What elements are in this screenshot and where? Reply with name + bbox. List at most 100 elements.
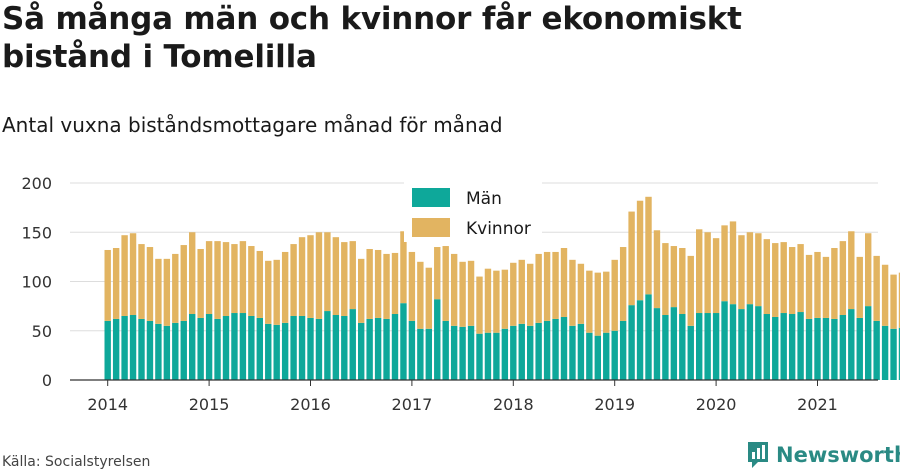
bar-man	[324, 311, 331, 380]
bar-man	[205, 314, 213, 380]
bar-man	[890, 328, 897, 380]
bar-man	[374, 317, 382, 380]
bar-man	[543, 320, 551, 380]
bar-kvinnor	[104, 249, 111, 321]
bar-man	[763, 314, 770, 380]
bar-man	[704, 313, 711, 380]
bar-man	[746, 304, 754, 380]
x-tick-label: 2018	[493, 395, 534, 414]
bar-man	[738, 309, 745, 380]
bar-kvinnor	[155, 258, 162, 324]
bar-man	[129, 314, 137, 380]
bar-kvinnor	[527, 263, 534, 326]
bar-kvinnor	[679, 248, 686, 315]
bar-man	[349, 309, 356, 380]
bar-man	[645, 294, 652, 380]
bar-kvinnor	[619, 247, 627, 321]
bar-kvinnor	[586, 270, 593, 333]
bar-man	[265, 323, 272, 380]
bar-man	[358, 322, 365, 380]
bar-kvinnor	[315, 232, 323, 319]
bar-kvinnor	[298, 237, 306, 316]
bar-kvinnor	[265, 260, 272, 324]
bar-kvinnor	[358, 258, 365, 323]
bar-man	[425, 328, 432, 380]
bar-man	[535, 322, 542, 380]
bar-man	[687, 325, 694, 380]
bar-man	[366, 318, 373, 380]
source-note: Källa: Socialstyrelsen	[2, 454, 151, 470]
brand-logo[interactable]: Newsworthy	[746, 440, 900, 470]
x-axis: 2014 2015 2016 2017 2018 2019 2020 2021	[70, 379, 878, 414]
bar-man	[873, 320, 880, 380]
bar-kvinnor	[645, 196, 652, 295]
bar-man	[121, 315, 128, 380]
bar-man	[865, 306, 872, 380]
bar-kvinnor	[146, 247, 154, 321]
bar-kvinnor	[222, 242, 230, 316]
bar-man	[189, 314, 196, 380]
bar-kvinnor	[636, 200, 644, 301]
bar-man	[197, 317, 204, 380]
y-tick-label: 200	[21, 174, 52, 193]
bar-man	[281, 322, 289, 380]
bar-kvinnor	[552, 251, 559, 319]
bar-man	[552, 318, 559, 380]
bar-man	[341, 315, 348, 380]
bar-man	[898, 327, 900, 380]
bar-kvinnor	[890, 274, 897, 329]
bar-kvinnor	[603, 271, 610, 333]
bar-man	[772, 316, 779, 380]
bar-man	[180, 320, 187, 380]
bar-man	[408, 320, 416, 380]
bar-man	[712, 313, 720, 380]
bar-kvinnor	[374, 249, 382, 318]
bar-man	[467, 325, 475, 380]
bar-man	[636, 300, 644, 380]
bar-kvinnor	[281, 251, 289, 323]
bar-man	[653, 308, 661, 380]
bar-kvinnor	[848, 231, 855, 310]
bar-kvinnor	[332, 237, 340, 315]
bar-kvinnor	[881, 264, 889, 326]
bar-series	[104, 196, 900, 380]
bar-man	[146, 320, 154, 380]
bar-kvinnor	[239, 241, 247, 314]
bar-kvinnor	[780, 242, 787, 314]
bar-man	[856, 317, 863, 380]
bar-kvinnor	[611, 259, 618, 331]
bar-man	[721, 301, 728, 380]
bar-man	[112, 318, 120, 380]
bar-kvinnor	[112, 248, 120, 319]
bar-man	[822, 317, 830, 380]
bar-kvinnor	[138, 244, 145, 319]
bar-kvinnor	[535, 253, 542, 323]
bar-kvinnor	[721, 225, 728, 302]
x-tick-label: 2017	[392, 395, 433, 414]
bar-kvinnor	[662, 243, 669, 315]
bar-man	[628, 305, 635, 380]
bar-man	[442, 320, 449, 380]
bar-man	[848, 309, 855, 380]
bar-kvinnor	[510, 262, 517, 326]
bar-man	[214, 318, 221, 380]
bar-kvinnor	[391, 252, 399, 315]
bar-kvinnor	[814, 251, 821, 318]
bar-kvinnor	[763, 239, 770, 315]
bar-man	[501, 328, 509, 380]
bar-man	[560, 316, 568, 380]
bar-kvinnor	[450, 253, 458, 326]
bar-man	[814, 317, 821, 380]
bar-man	[619, 320, 627, 380]
bar-man	[417, 328, 424, 380]
y-tick-label: 50	[32, 322, 52, 341]
bar-kvinnor	[273, 259, 280, 325]
bar-man	[831, 318, 838, 380]
bar-kvinnor	[129, 233, 137, 315]
bar-man	[594, 335, 601, 380]
bar-man	[450, 325, 458, 380]
bar-man	[527, 325, 534, 380]
legend-label-kvinnor: Kvinnor	[466, 219, 531, 239]
bar-kvinnor	[543, 251, 551, 321]
bar-man	[518, 323, 525, 380]
